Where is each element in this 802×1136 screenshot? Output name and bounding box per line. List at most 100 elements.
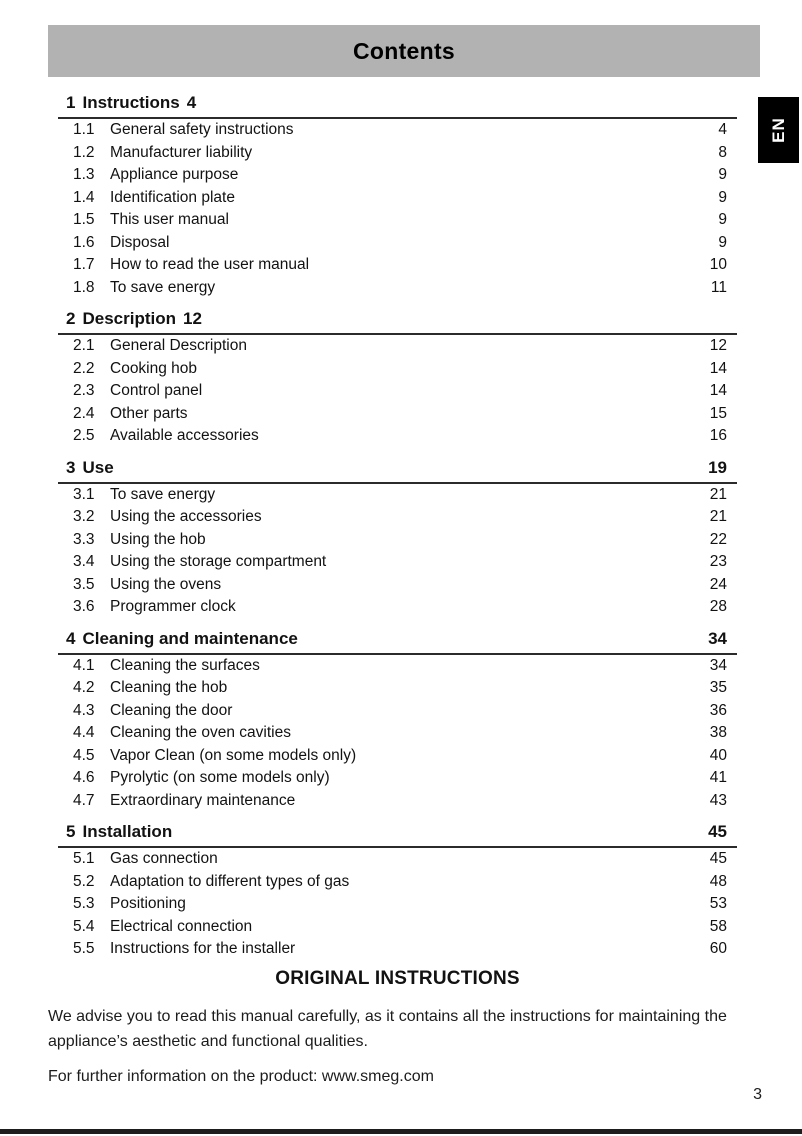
toc-item[interactable]: 5.4 Electrical connection 58 xyxy=(58,916,737,939)
item-title: Vapor Clean (on some models only) xyxy=(110,746,357,764)
toc-item[interactable]: 5.5 Instructions for the installer 60 xyxy=(58,938,737,961)
item-page: 14 xyxy=(709,382,727,399)
toc-item[interactable]: 4.3 Cleaning the door 36 xyxy=(58,700,737,723)
item-number: 4.7 xyxy=(73,791,95,809)
toc-item[interactable]: 5.2 Adaptation to different types of gas… xyxy=(58,871,737,894)
toc-item[interactable]: 2.3 Control panel 14 xyxy=(58,380,737,403)
item-title: Using the hob xyxy=(110,530,206,548)
item-title: Cleaning the hob xyxy=(110,679,228,696)
item-title: Disposal xyxy=(110,233,170,251)
item-page: 12 xyxy=(709,337,727,354)
section-title: Use xyxy=(82,457,114,477)
toc-item[interactable]: 4.1 Cleaning the surfaces 34 xyxy=(58,655,737,678)
toc-item[interactable]: 1.7 How to read the user manual 10 xyxy=(58,254,737,277)
item-title: Cooking hob xyxy=(110,359,198,377)
toc-section-header[interactable]: 1 Instructions 4 xyxy=(58,92,737,119)
toc-item[interactable]: 5.1 Gas connection 45 xyxy=(58,848,737,871)
toc-item[interactable]: 3.3 Using the hob 22 xyxy=(58,529,737,552)
item-title: Instructions for the installer xyxy=(110,940,296,957)
toc-item[interactable]: 3.5 Using the ovens 24 xyxy=(58,574,737,597)
item-page: 38 xyxy=(709,724,727,741)
item-title: Cleaning the door xyxy=(110,701,233,719)
item-number: 3.4 xyxy=(73,553,95,570)
item-page: 9 xyxy=(718,233,727,251)
item-page: 24 xyxy=(709,575,727,593)
toc-item[interactable]: 1.8 To save energy 11 xyxy=(58,277,737,300)
section-number: 2 xyxy=(66,309,76,328)
item-title: Electrical connection xyxy=(110,917,253,935)
toc-item[interactable]: 1.1 General safety instructions 4 xyxy=(58,119,737,142)
toc-item[interactable]: 2.1 General Description 12 xyxy=(58,335,737,358)
item-page: 22 xyxy=(709,530,727,548)
toc-section-header[interactable]: 5 Installation 45 xyxy=(58,821,737,848)
section-number: 5 xyxy=(66,822,76,841)
bottom-rule xyxy=(0,1129,802,1134)
item-page: 21 xyxy=(709,485,727,503)
toc-item[interactable]: 4.7 Extraordinary maintenance 43 xyxy=(58,790,737,813)
item-title: Programmer clock xyxy=(110,598,236,615)
toc-item[interactable]: 4.2 Cleaning the hob 35 xyxy=(58,677,737,700)
toc-item[interactable]: 5.3 Positioning 53 xyxy=(58,893,737,916)
section-title: Description xyxy=(82,309,176,328)
toc-item[interactable]: 1.4 Identification plate 9 xyxy=(58,187,737,210)
section-page: 45 xyxy=(708,822,727,841)
item-page: 60 xyxy=(709,940,727,957)
toc-item[interactable]: 2.4 Other parts 15 xyxy=(58,403,737,426)
item-number: 5.4 xyxy=(73,917,95,935)
item-number: 1.1 xyxy=(73,121,95,138)
toc-item[interactable]: 4.4 Cleaning the oven cavities 38 xyxy=(58,722,737,745)
item-title: Cleaning the surfaces xyxy=(110,656,260,674)
toc-item[interactable]: 1.3 Appliance purpose 9 xyxy=(58,164,737,187)
item-page: 21 xyxy=(709,508,727,525)
item-number: 3.1 xyxy=(73,485,95,503)
item-title: Adaptation to different types of gas xyxy=(110,872,350,890)
toc-item[interactable]: 1.6 Disposal 9 xyxy=(58,232,737,255)
toc-item[interactable]: 2.2 Cooking hob 14 xyxy=(58,358,737,381)
toc-item[interactable]: 4.6 Pyrolytic (on some models only) 41 xyxy=(58,767,737,790)
toc-section-header[interactable]: 3 Use 19 xyxy=(58,457,737,484)
toc-section-installation: 5 Installation 45 5.1 Gas connection 45 … xyxy=(58,821,737,961)
page-title: Contents xyxy=(352,37,456,64)
item-number: 1.6 xyxy=(73,233,95,251)
toc-section-header[interactable]: 4 Cleaning and maintenance 34 xyxy=(58,628,737,655)
toc-item[interactable]: 2.5 Available accessories 16 xyxy=(58,425,737,448)
item-title: Identification plate xyxy=(110,188,235,206)
section-title: Instructions xyxy=(82,93,180,112)
item-number: 5.2 xyxy=(73,872,95,890)
item-page: 4 xyxy=(718,121,727,138)
item-page: 53 xyxy=(709,895,727,912)
section-title: Cleaning and maintenance xyxy=(82,628,298,648)
section-page: 4 xyxy=(186,93,197,112)
toc-item[interactable]: 3.2 Using the accessories 21 xyxy=(58,506,737,529)
toc-section-instructions: 1 Instructions 4 1.1 General safety inst… xyxy=(58,92,737,299)
toc-item[interactable]: 4.5 Vapor Clean (on some models only) 40 xyxy=(58,745,737,768)
item-number: 1.8 xyxy=(73,278,95,296)
language-badge: EN xyxy=(758,97,799,163)
item-title: Using the ovens xyxy=(110,575,222,593)
toc-item[interactable]: 1.2 Manufacturer liability 8 xyxy=(58,142,737,165)
toc-section-header[interactable]: 2 Description 12 xyxy=(58,308,737,335)
item-number: 1.5 xyxy=(73,211,95,228)
item-page: 40 xyxy=(709,746,727,764)
item-title: Cleaning the oven cavities xyxy=(110,724,291,741)
item-number: 4.2 xyxy=(73,679,95,696)
toc-section-use: 3 Use 19 3.1 To save energy 21 3.2 Using… xyxy=(58,457,737,619)
page-number: 3 xyxy=(753,1086,762,1103)
footer-website-text: For further information on the product: … xyxy=(48,1068,434,1085)
item-number: 2.3 xyxy=(73,382,95,399)
original-instructions-heading: ORIGINAL INSTRUCTIONS xyxy=(275,967,520,989)
item-number: 5.5 xyxy=(73,940,95,957)
item-page: 9 xyxy=(718,166,727,183)
toc-item[interactable]: 3.4 Using the storage compartment 23 xyxy=(58,551,737,574)
item-title: Other parts xyxy=(110,404,188,422)
item-title: Appliance purpose xyxy=(110,166,239,183)
toc-item[interactable]: 3.1 To save energy 21 xyxy=(58,484,737,507)
item-number: 1.3 xyxy=(73,166,95,183)
item-page: 48 xyxy=(709,872,727,890)
item-title: Positioning xyxy=(110,895,186,912)
item-title: Pyrolytic (on some models only) xyxy=(110,769,330,786)
item-page: 45 xyxy=(709,850,727,867)
toc-item[interactable]: 1.5 This user manual 9 xyxy=(58,209,737,232)
toc-item[interactable]: 3.6 Programmer clock 28 xyxy=(58,596,737,619)
item-page: 16 xyxy=(709,427,727,444)
